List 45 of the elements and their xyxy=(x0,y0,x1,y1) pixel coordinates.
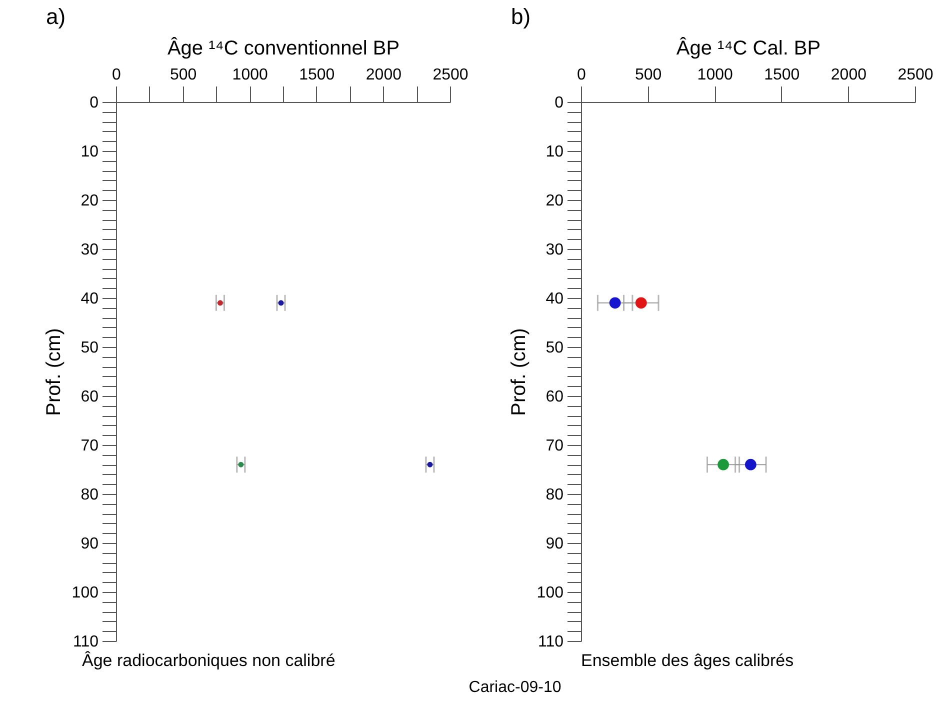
y-tick-label: 0 xyxy=(554,94,564,112)
y-tick-label: 100 xyxy=(72,584,99,602)
y-tick-label: 30 xyxy=(80,242,99,258)
y-axis-title: Prof. (cm) xyxy=(42,328,65,416)
x-tick-label: 1500 xyxy=(764,66,800,84)
x-tick-label: 500 xyxy=(170,66,197,84)
y-tick-label: 50 xyxy=(80,340,99,356)
y-tick-label: 10 xyxy=(80,144,99,160)
y-tick-label: 40 xyxy=(80,290,99,308)
y-tick-label: 60 xyxy=(546,388,564,406)
y-tick-label: 10 xyxy=(546,144,564,160)
y-tick-label: 70 xyxy=(80,438,99,454)
y-tick-label: 100 xyxy=(536,584,564,602)
y-tick-label: 60 xyxy=(80,388,99,406)
x-tick-label: 2000 xyxy=(830,66,867,84)
y-tick-label: 110 xyxy=(538,634,564,650)
text: Ensemble des âges calibrés xyxy=(581,651,794,670)
y-tick-label: 80 xyxy=(80,486,99,504)
y-tick-label: 80 xyxy=(546,486,564,504)
x-tick-label: 2500 xyxy=(432,66,468,84)
y-tick-label: 70 xyxy=(546,438,564,454)
x-tick-label: 1500 xyxy=(299,66,335,84)
x-tick-label: 1000 xyxy=(232,66,268,84)
y-tick-label: 90 xyxy=(546,536,564,552)
y-tick-label: 20 xyxy=(80,192,99,210)
chart-title: b) xyxy=(511,4,531,29)
y-tick-label: 110 xyxy=(72,634,99,650)
x-tick-label: 0 xyxy=(577,66,586,84)
x-tick-label: 500 xyxy=(634,66,662,84)
x-axis-title: Âge ¹⁴C conventionnel BP xyxy=(167,36,400,60)
x-tick-label: 1000 xyxy=(697,66,733,84)
y-axis-title: Prof. (cm) xyxy=(508,328,530,416)
chart-title: a) xyxy=(46,4,66,29)
y-tick-label: 0 xyxy=(90,94,99,112)
y-tick-label: 30 xyxy=(546,242,564,258)
y-tick-label: 50 xyxy=(546,340,564,356)
y-tick-label: 90 xyxy=(80,536,99,552)
text: Âge radiocarboniques non calibré xyxy=(82,651,336,670)
y-tick-label: 40 xyxy=(546,290,564,308)
x-axis-title: Âge ¹⁴C Cal. BP xyxy=(676,36,821,60)
x-tick-label: 2500 xyxy=(898,66,934,84)
text: Cariac-09-10 xyxy=(468,679,562,696)
y-tick-label: 20 xyxy=(546,192,564,210)
x-tick-label: 2000 xyxy=(366,66,402,84)
x-tick-label: 0 xyxy=(112,66,122,84)
